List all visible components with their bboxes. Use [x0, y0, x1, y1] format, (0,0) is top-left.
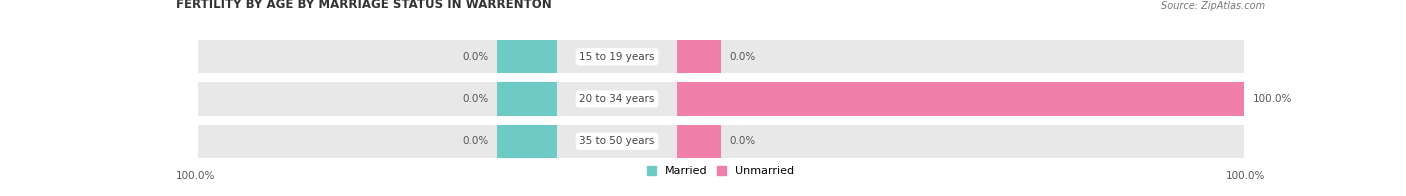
Text: 35 to 50 years: 35 to 50 years [579, 136, 655, 146]
Bar [197, 125, 1244, 158]
Bar [678, 40, 721, 73]
Bar [678, 82, 1244, 116]
Text: 0.0%: 0.0% [730, 52, 755, 62]
Text: Source: ZipAtlas.com: Source: ZipAtlas.com [1161, 1, 1265, 11]
Bar [197, 82, 1244, 116]
Text: 0.0%: 0.0% [463, 136, 488, 146]
Bar [197, 40, 1244, 73]
Text: 100.0%: 100.0% [176, 172, 215, 181]
Bar [498, 125, 557, 158]
Bar [498, 82, 557, 116]
Text: 0.0%: 0.0% [463, 52, 488, 62]
Text: FERTILITY BY AGE BY MARRIAGE STATUS IN WARRENTON: FERTILITY BY AGE BY MARRIAGE STATUS IN W… [176, 0, 551, 11]
Text: 0.0%: 0.0% [730, 136, 755, 146]
Text: 100.0%: 100.0% [1226, 172, 1265, 181]
Legend: Married, Unmarried: Married, Unmarried [648, 166, 793, 176]
Text: 15 to 19 years: 15 to 19 years [579, 52, 655, 62]
Text: 100.0%: 100.0% [1253, 94, 1292, 104]
Text: 0.0%: 0.0% [463, 94, 488, 104]
Text: 20 to 34 years: 20 to 34 years [579, 94, 655, 104]
Bar [678, 125, 721, 158]
Bar [498, 40, 557, 73]
